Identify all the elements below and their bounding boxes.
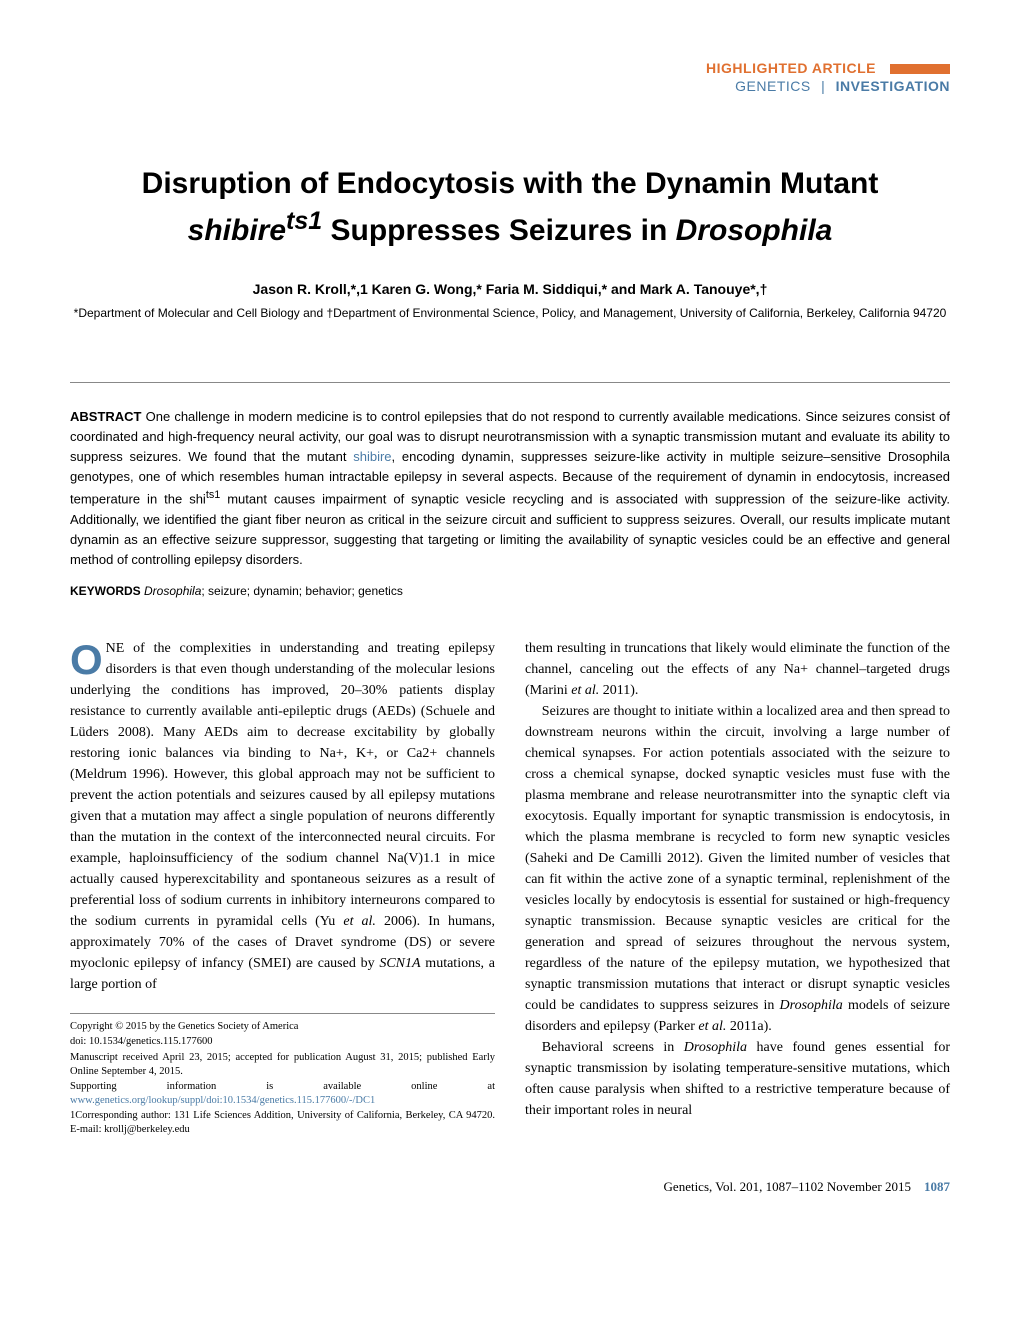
divider-top	[70, 382, 950, 383]
affiliations: *Department of Molecular and Cell Biolog…	[70, 305, 950, 322]
col2-p3-organism: Drosophila	[684, 1040, 747, 1055]
footnote-corresponding: 1Corresponding author: 131 Life Sciences…	[70, 1109, 495, 1137]
col2-p3: Behavioral screens in Drosophila have fo…	[525, 1037, 950, 1121]
col2-p1-b: 2011).	[599, 683, 638, 698]
title-block: Disruption of Endocytosis with the Dynam…	[70, 164, 950, 251]
abstract-text-2: , encoding dynamin, suppresses seizure-l…	[392, 449, 888, 464]
col2-p1: them resulting in truncations that likel…	[525, 638, 950, 701]
article-type: INVESTIGATION	[836, 78, 950, 94]
footnotes: Copyright © 2015 by the Genetics Society…	[70, 1013, 495, 1137]
col2-p2-c: 2011a).	[726, 1019, 771, 1034]
footnote-copyright: Copyright © 2015 by the Genetics Society…	[70, 1020, 495, 1034]
column-left: ONE of the complexities in understanding…	[70, 638, 495, 1138]
abstract-organism: Drosophila	[888, 449, 950, 464]
dropcap: O	[70, 638, 106, 678]
intro-paragraph: ONE of the complexities in understanding…	[70, 638, 495, 995]
supporting-info-link[interactable]: www.genetics.org/lookup/suppl/doi:10.153…	[70, 1095, 375, 1106]
abstract-allele-super: ts1	[206, 489, 220, 501]
abstract-label: ABSTRACT	[70, 409, 142, 424]
keywords-list: ; seizure; dynamin; behavior; genetics	[201, 584, 402, 598]
title-allele-super: ts1	[286, 207, 322, 235]
col1-p1-a: NE of the complexities in understanding …	[70, 641, 495, 929]
accent-bar	[890, 64, 950, 74]
abstract-gene-shi: shi	[189, 492, 206, 507]
footnote-support-pre: Supporting information is available onli…	[70, 1081, 495, 1092]
col1-p1-etal: et al.	[343, 914, 376, 929]
footnote-received: Manuscript received April 23, 2015; acce…	[70, 1051, 495, 1079]
journal-name: GENETICS	[735, 78, 811, 94]
article-title: Disruption of Endocytosis with the Dynam…	[70, 164, 950, 251]
column-right: them resulting in truncations that likel…	[525, 638, 950, 1138]
col1-p1-gene: SCN1A	[379, 956, 420, 971]
col2-p2-etal: et al.	[698, 1019, 726, 1034]
page-footer: Genetics, Vol. 201, 1087–1102 November 2…	[70, 1179, 950, 1195]
highlighted-article-label: HIGHLIGHTED ARTICLE	[706, 60, 876, 76]
title-gene-name: shibire	[188, 214, 286, 247]
author-list: Jason R. Kroll,*,1 Karen G. Wong,* Faria…	[70, 281, 950, 297]
title-organism: Drosophila	[676, 214, 833, 247]
col2-p2-a: Seizures are thought to initiate within …	[525, 704, 950, 1013]
col2-p2: Seizures are thought to initiate within …	[525, 701, 950, 1037]
col2-p2-organism: Drosophila	[780, 998, 843, 1013]
keywords: KEYWORDS Drosophila; seizure; dynamin; b…	[70, 584, 950, 598]
footnote-doi: doi: 10.1534/genetics.115.177600	[70, 1035, 495, 1049]
title-line-1: Disruption of Endocytosis with the Dynam…	[142, 167, 879, 200]
col2-p1-etal: et al.	[571, 683, 599, 698]
article-category-header: HIGHLIGHTED ARTICLE GENETICS | INVESTIGA…	[70, 60, 950, 94]
abstract: ABSTRACT One challenge in modern medicin…	[70, 407, 950, 570]
body-columns: ONE of the complexities in understanding…	[70, 638, 950, 1138]
keywords-label: KEYWORDS	[70, 584, 141, 598]
keywords-organism: Drosophila	[144, 584, 201, 598]
page-number: 1087	[924, 1179, 950, 1194]
citation: Genetics, Vol. 201, 1087–1102 November 2…	[664, 1179, 911, 1194]
col2-p3-a: Behavioral screens in	[542, 1040, 684, 1055]
title-mid: Suppresses Seizures in	[322, 214, 675, 247]
footnote-support: Supporting information is available onli…	[70, 1080, 495, 1108]
separator-pipe: |	[821, 78, 825, 94]
abstract-link-shibire[interactable]: shibire	[353, 449, 391, 464]
